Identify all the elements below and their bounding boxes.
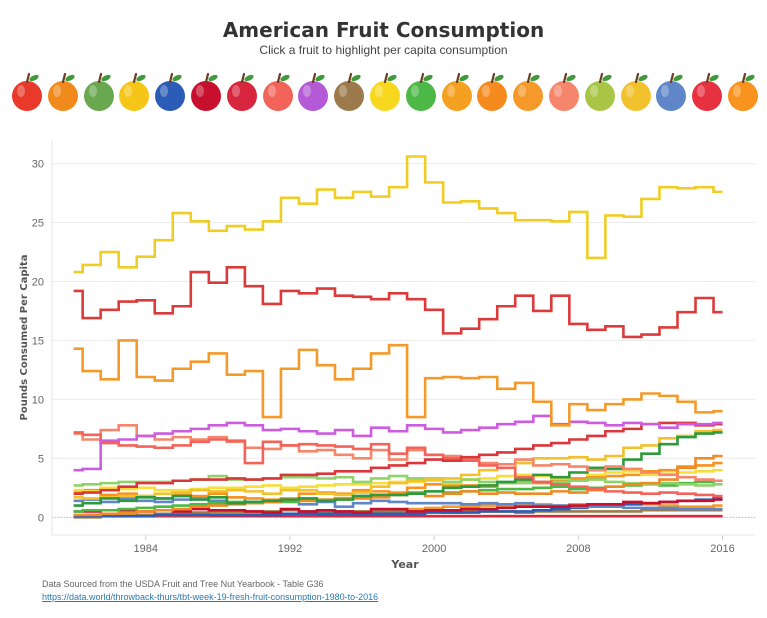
fruit-selector [10,66,760,118]
series-line-peaches [73,424,723,483]
papaya-icon[interactable] [511,70,545,114]
series-line-grapes [73,414,723,472]
x-axis-label: Year [390,558,419,570]
blueberries-icon[interactable] [153,70,187,114]
y-tick-label: 0 [38,512,44,524]
series-line-cherries [73,498,723,514]
cranberries-icon[interactable] [225,70,259,114]
apple-icon[interactable] [10,70,44,114]
pineapple-icon[interactable] [619,70,653,114]
source-note: Data Sourced from the USDA Fruit and Tre… [42,579,324,589]
footer: Data Sourced from the USDA Fruit and Tre… [42,578,378,604]
series-line-pineapple [73,428,723,500]
series-line-strawberries [73,421,723,496]
x-tick-label: 2000 [422,543,446,555]
x-tick-label: 2008 [566,543,590,555]
y-tick-label: 15 [32,335,44,347]
pear-icon[interactable] [583,70,617,114]
x-tick-label: 1984 [133,543,157,555]
y-tick-label: 20 [32,276,44,288]
lemon-icon[interactable] [368,70,402,114]
y-tick-label: 10 [32,394,44,406]
series-line-apples [73,266,723,339]
chart-title: American Fruit Consumption [222,18,545,42]
line-chart: 0 5 10 15 20 25 30 1984 1992 2000 2008 2016 Year Poun… [19,140,755,570]
y-tick-label: 30 [32,159,44,171]
grapefruit-icon[interactable] [261,70,295,114]
source-link[interactable]: https://data.world/throwback-thurs/tbt-w… [42,592,379,602]
series-line-oranges [73,339,723,427]
grapes-icon[interactable] [296,70,330,114]
y-tick-label: 5 [38,453,44,465]
y-axis-label: Pounds Consumed Per Capita [19,255,30,421]
lime-icon[interactable] [404,70,438,114]
peach-icon[interactable] [547,70,581,114]
cherries-icon[interactable] [189,70,223,114]
series-line-bananas [73,155,723,274]
strawberry-icon[interactable] [690,70,724,114]
series-line-grapefruit [73,431,723,498]
tangerine-icon[interactable] [726,70,760,114]
mango-icon[interactable] [440,70,474,114]
avocado-icon[interactable] [82,70,116,114]
y-tick-label: 25 [32,218,44,230]
apricot-icon[interactable] [46,70,80,114]
orange-icon[interactable] [475,70,509,114]
x-tick-label: 2016 [710,543,734,555]
plum-icon[interactable] [654,70,688,114]
chart-subtitle: Click a fruit to highlight per capita co… [259,43,508,57]
banana-icon[interactable] [117,70,151,114]
x-tick-label: 1992 [278,543,302,555]
kiwi-icon[interactable] [332,70,366,114]
